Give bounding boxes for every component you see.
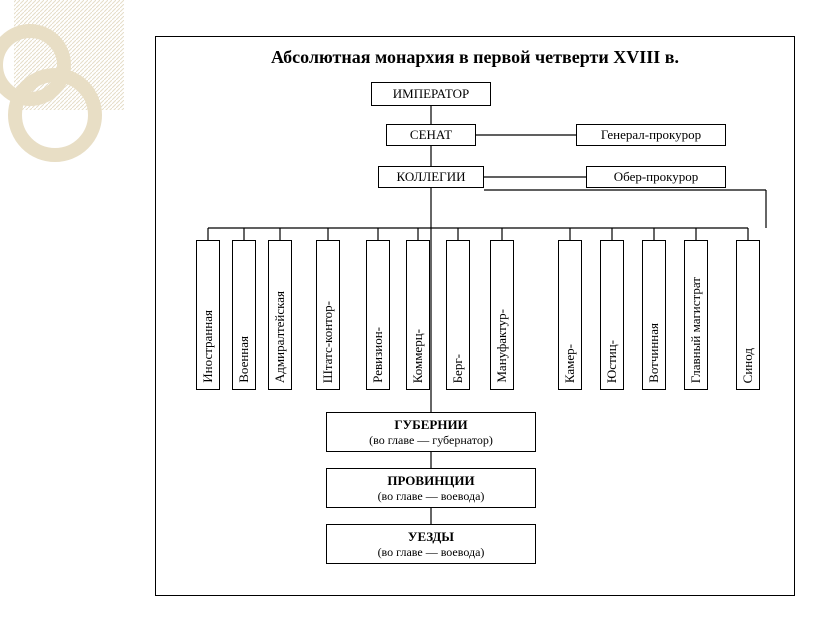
college-label: Коммерц- — [408, 323, 428, 389]
college-box: Камер- — [558, 240, 582, 390]
college-label: Ревизион- — [368, 321, 388, 389]
college-box: Ревизион- — [366, 240, 390, 390]
college-box: Адмиралтейская — [268, 240, 292, 390]
college-box: Вотчинная — [642, 240, 666, 390]
college-label: Камер- — [560, 338, 580, 389]
node-uezdy-sub: (во главе — воевода) — [378, 545, 485, 559]
node-colleges: КОЛЛЕГИИ — [378, 166, 484, 188]
college-label: Синод — [738, 342, 758, 389]
college-box: Иностранная — [196, 240, 220, 390]
node-uezdy: УЕЗДЫ (во главе — воевода) — [326, 524, 536, 564]
college-box: Юстиц- — [600, 240, 624, 390]
node-provintsii-head: ПРОВИНЦИИ — [387, 473, 474, 489]
college-label: Юстиц- — [602, 334, 622, 389]
college-label: Мануфактур- — [492, 303, 512, 389]
college-box: Мануфактур- — [490, 240, 514, 390]
node-senate: СЕНАТ — [386, 124, 476, 146]
college-label: Главный магистрат — [686, 271, 706, 389]
college-label: Берг- — [448, 348, 468, 389]
node-gubernii-head: ГУБЕРНИИ — [394, 417, 467, 433]
node-ober-prokuror: Обер-прокурор — [586, 166, 726, 188]
college-label: Вотчинная — [644, 317, 664, 389]
college-label: Штатс-контор- — [318, 295, 338, 389]
diagram-stage: ИМПЕРАТОР СЕНАТ КОЛЛЕГИИ Генерал-прокуро… — [156, 74, 794, 582]
node-provintsii-sub: (во главе — воевода) — [378, 489, 485, 503]
node-gubernii: ГУБЕРНИИ (во главе — губернатор) — [326, 412, 536, 452]
decorative-swirl — [0, 0, 150, 180]
node-emperor: ИМПЕРАТОР — [371, 82, 491, 106]
diagram-title: Абсолютная монархия в первой четверти XV… — [156, 37, 794, 74]
college-box: Синод — [736, 240, 760, 390]
college-box: Штатс-контор- — [316, 240, 340, 390]
college-label: Военная — [234, 330, 254, 389]
college-box: Главный магистрат — [684, 240, 708, 390]
college-box: Берг- — [446, 240, 470, 390]
diagram-frame: Абсолютная монархия в первой четверти XV… — [155, 36, 795, 596]
node-general-prokuror: Генерал-прокурор — [576, 124, 726, 146]
node-uezdy-head: УЕЗДЫ — [408, 529, 454, 545]
college-label: Иностранная — [198, 304, 218, 389]
college-box: Коммерц- — [406, 240, 430, 390]
college-box: Военная — [232, 240, 256, 390]
college-label: Адмиралтейская — [270, 285, 290, 389]
node-gubernii-sub: (во главе — губернатор) — [369, 433, 493, 447]
node-provintsii: ПРОВИНЦИИ (во главе — воевода) — [326, 468, 536, 508]
